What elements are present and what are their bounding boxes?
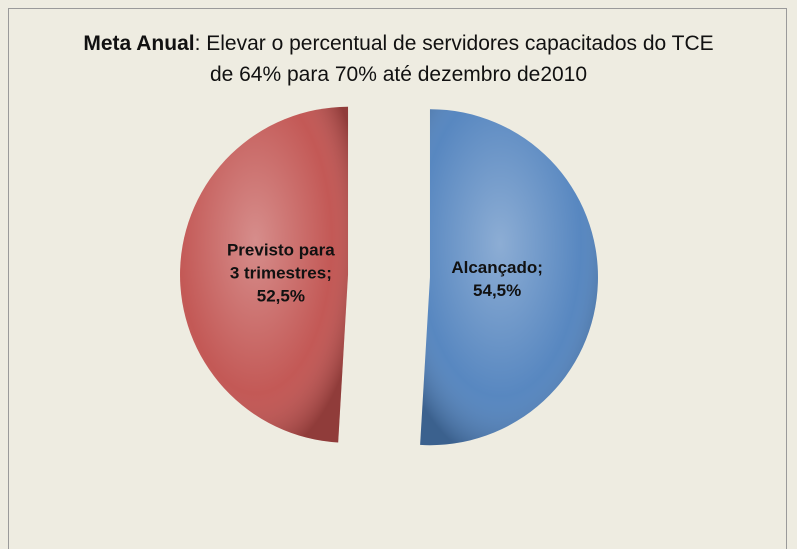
slice-shading bbox=[420, 109, 598, 446]
title-emphasis: Meta Anual bbox=[83, 32, 195, 55]
label-value: 52,5% bbox=[256, 286, 305, 306]
label-category: Alcançado bbox=[451, 258, 538, 278]
data-label: Alcançado; 54,5% bbox=[438, 256, 556, 302]
label-separator: ; bbox=[537, 258, 543, 278]
label-separator: ; bbox=[326, 263, 332, 283]
title-line: de 64% para 70% até dezembro de2010 bbox=[209, 63, 588, 86]
label-category: Previsto para 3 trimestres bbox=[226, 240, 335, 283]
label-value: 54,5% bbox=[473, 281, 522, 301]
slice-shading bbox=[180, 106, 349, 443]
title-line: : Elevar o percentual de servidores capa… bbox=[194, 32, 714, 55]
chart-frame bbox=[8, 8, 787, 549]
data-label: Previsto para 3 trimestres; 52,5% bbox=[222, 238, 340, 307]
chart-title: Meta Anual: Elevar o percentual de servi… bbox=[0, 28, 797, 90]
